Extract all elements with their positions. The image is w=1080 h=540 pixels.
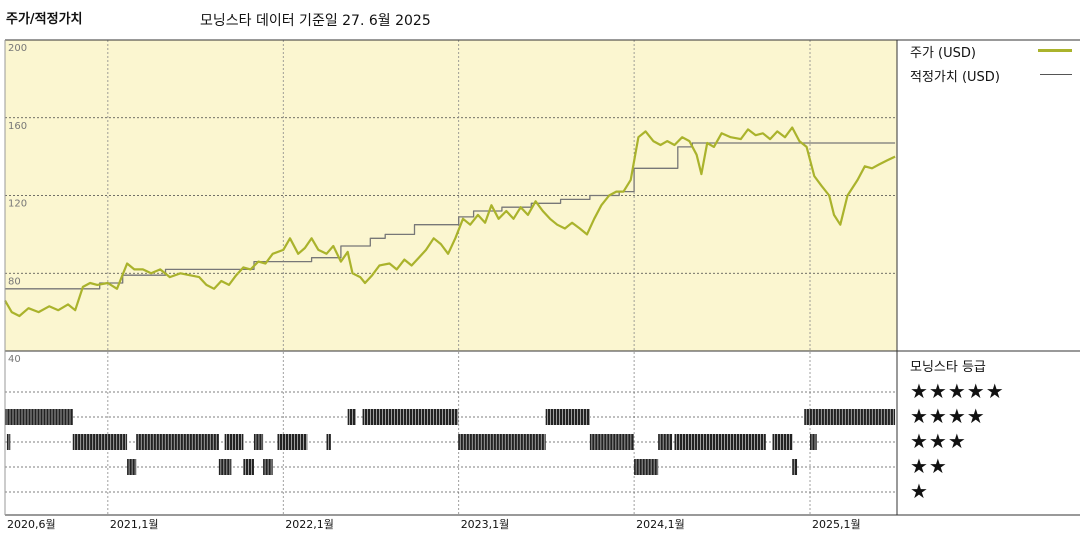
legend-fair-label: 적정가치 (USD) <box>910 70 1000 85</box>
rating-4-stars: ★★★★ <box>910 404 986 428</box>
rating-segment <box>362 409 459 425</box>
rating-1-star: ★ <box>910 479 929 503</box>
rating-segment <box>658 434 673 450</box>
rating-segment <box>6 434 11 450</box>
rating-segment <box>136 434 219 450</box>
rating-segment <box>347 409 356 425</box>
rating-history <box>5 391 897 493</box>
rating-segment <box>792 459 798 475</box>
chart-frame <box>4 39 1080 516</box>
y-tick-label: 160 <box>8 121 27 132</box>
chart-title: 주가/적정가치 <box>6 12 83 27</box>
rating-segment <box>772 434 793 450</box>
rating-segment <box>72 434 128 450</box>
legend-price-swatch <box>1038 49 1072 52</box>
y-tick-label: 120 <box>8 199 27 210</box>
rating-segment <box>804 409 896 425</box>
rating-title: 모닝스타 등급 <box>910 360 986 375</box>
rating-segment <box>5 409 73 425</box>
rating-segment <box>545 409 590 425</box>
rating-segment <box>810 434 817 450</box>
y-tick-label: 40 <box>8 354 21 365</box>
y-tick-label: 80 <box>8 276 21 287</box>
rating-3-stars: ★★★ <box>910 429 967 453</box>
series-lines <box>4 126 896 318</box>
x-tick-label: 2022,1월 <box>285 518 334 531</box>
x-tick-label: 2020,6월 <box>7 518 56 531</box>
legend-fair: 적정가치 (USD) <box>910 66 1000 85</box>
rating-segment <box>127 459 137 475</box>
rating-segment <box>458 434 546 450</box>
y-tick-label: 200 <box>8 43 27 54</box>
x-tick-label: 2024,1월 <box>636 518 685 531</box>
rating-segment <box>243 459 254 475</box>
y-tick-labels: 200 160 120 80 40 <box>8 43 27 365</box>
x-tick-label: 2021,1월 <box>110 518 159 531</box>
rating-segment <box>253 434 264 450</box>
rating-segment <box>326 434 331 450</box>
rating-segment <box>634 459 659 475</box>
rating-2-stars: ★★ <box>910 454 948 478</box>
rating-segment <box>263 459 273 475</box>
rating-segment <box>674 434 766 450</box>
x-tick-labels: 2020,6월 2021,1월 2022,1월 2023,1월 2024,1월 2025,… <box>7 518 861 531</box>
rating-segment <box>224 434 244 450</box>
rating-segment <box>277 434 308 450</box>
legend-price-label: 주가 (USD) <box>910 46 976 61</box>
price-series-line <box>4 126 896 318</box>
data-date-subtitle: 모닝스타 데이터 기준일 27. 6월 2025 <box>200 13 431 29</box>
legend-price: 주가 (USD) <box>910 42 976 61</box>
rating-5-stars: ★★★★★ <box>910 379 1005 403</box>
rating-segment <box>218 459 232 475</box>
legend-fair-swatch <box>1040 74 1072 75</box>
rating-segment <box>589 434 634 450</box>
x-tick-label: 2023,1월 <box>461 518 510 531</box>
x-tick-label: 2025,1월 <box>812 518 861 531</box>
fair-value-series-line <box>5 142 896 290</box>
